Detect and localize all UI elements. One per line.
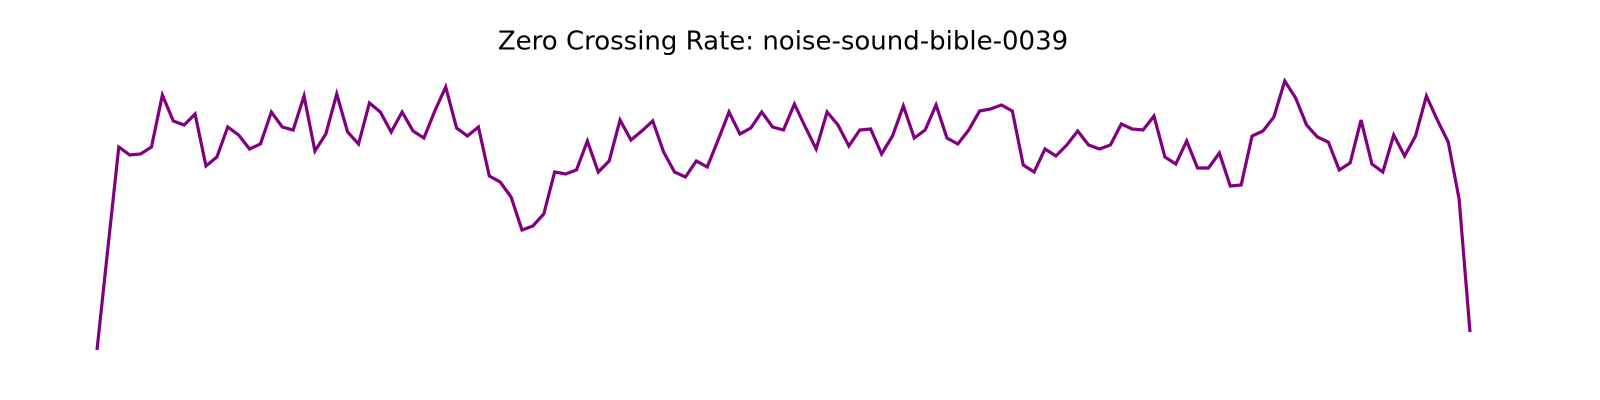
line-series (95, 77, 1472, 351)
chart-title: Zero Crossing Rate: noise-sound-bible-00… (498, 27, 1068, 57)
